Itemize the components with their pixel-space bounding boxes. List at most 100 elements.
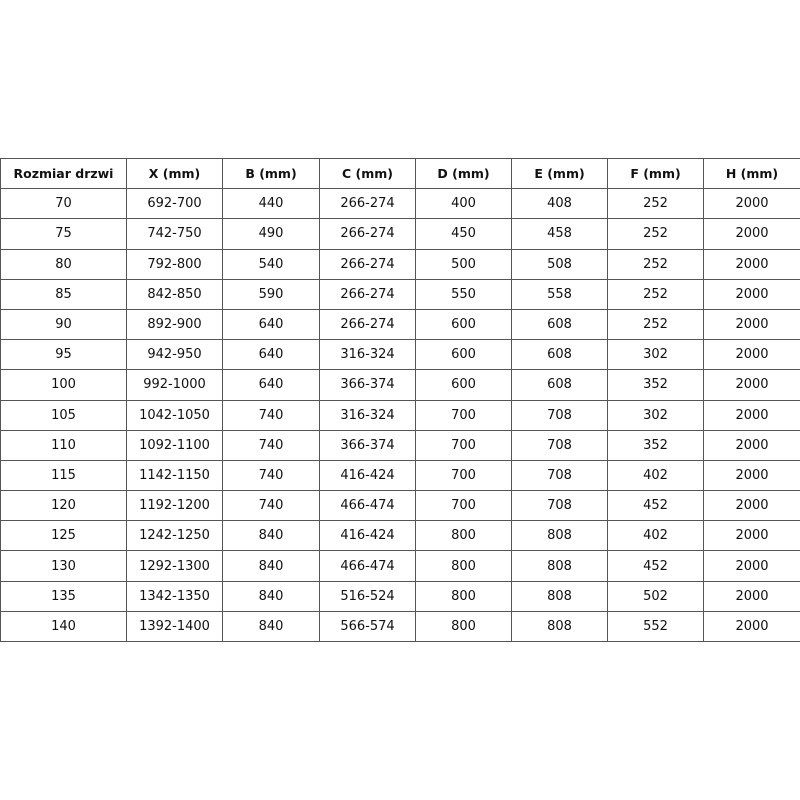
- table-row: 130 1292-1300 840 466-474 800 808 452 2000: [0, 550, 800, 582]
- column-header: E (mm): [511, 157, 608, 190]
- table-row: 110 1092-1100 740 366-374 700 708 352 2000: [0, 429, 800, 461]
- table-cell: 1192-1200: [126, 490, 223, 522]
- column-header: D (mm): [415, 157, 512, 190]
- table-cell: 700: [415, 459, 512, 492]
- table-cell: 266-274: [319, 278, 416, 310]
- table-cell: 840: [222, 520, 320, 552]
- table-cell: 466-474: [319, 490, 416, 522]
- table-cell: 842-850: [126, 278, 223, 310]
- table-cell: 100: [0, 369, 127, 401]
- table-cell: 608: [511, 308, 608, 341]
- table-cell: 452: [607, 550, 704, 582]
- table-cell: 800: [415, 550, 512, 582]
- table-cell: 2000: [703, 308, 800, 341]
- table-cell: 490: [222, 218, 320, 250]
- table-cell: 266-274: [319, 188, 416, 220]
- table-cell: 500: [415, 248, 512, 280]
- table-cell: 992-1000: [126, 369, 223, 401]
- table-row: 105 1042-1050 740 316-324 700 708 302 2000: [0, 399, 800, 431]
- table-cell: 402: [607, 520, 704, 552]
- table-cell: 600: [415, 369, 512, 401]
- table-cell: 1092-1100: [126, 429, 223, 461]
- table-cell: 1142-1150: [126, 459, 223, 492]
- table-cell: 110: [0, 429, 127, 461]
- column-header: C (mm): [319, 157, 416, 190]
- table-cell: 2000: [703, 490, 800, 522]
- table-cell: 266-274: [319, 218, 416, 250]
- table-cell: 366-374: [319, 429, 416, 461]
- table-cell: 942-950: [126, 339, 223, 371]
- table-row: 95 942-950 640 316-324 600 608 302 2000: [0, 339, 800, 371]
- table-cell: 105: [0, 399, 127, 431]
- table-cell: 2000: [703, 580, 800, 612]
- table-cell: 700: [415, 429, 512, 461]
- table-cell: 708: [511, 490, 608, 522]
- table-cell: 740: [222, 459, 320, 492]
- table-cell: 95: [0, 339, 127, 371]
- column-header: B (mm): [222, 157, 320, 190]
- table-cell: 2000: [703, 550, 800, 582]
- table-cell: 840: [222, 550, 320, 582]
- table-cell: 800: [415, 580, 512, 612]
- table-cell: 140: [0, 610, 127, 643]
- table-cell: 2000: [703, 188, 800, 220]
- table-cell: 708: [511, 459, 608, 492]
- table-cell: 416-424: [319, 520, 416, 552]
- table-cell: 640: [222, 369, 320, 401]
- table-cell: 558: [511, 278, 608, 310]
- table-cell: 808: [511, 550, 608, 582]
- table-cell: 452: [607, 490, 704, 522]
- table-cell: 640: [222, 339, 320, 371]
- table-row: 135 1342-1350 840 516-524 800 808 502 2000: [0, 580, 800, 612]
- table-cell: 808: [511, 580, 608, 612]
- table-cell: 600: [415, 308, 512, 341]
- table-cell: 252: [607, 248, 704, 280]
- table-cell: 352: [607, 369, 704, 401]
- table-cell: 550: [415, 278, 512, 310]
- table-cell: 450: [415, 218, 512, 250]
- table-cell: 440: [222, 188, 320, 220]
- table-cell: 840: [222, 610, 320, 643]
- table-cell: 266-274: [319, 308, 416, 341]
- table-cell: 90: [0, 308, 127, 341]
- table-cell: 302: [607, 339, 704, 371]
- table-cell: 366-374: [319, 369, 416, 401]
- table-cell: 2000: [703, 399, 800, 431]
- table-row: 120 1192-1200 740 466-474 700 708 452 2000: [0, 490, 800, 522]
- table-cell: 402: [607, 459, 704, 492]
- table-cell: 700: [415, 490, 512, 522]
- table-cell: 416-424: [319, 459, 416, 492]
- table-cell: 800: [415, 610, 512, 643]
- table-cell: 252: [607, 308, 704, 341]
- table-cell: 708: [511, 399, 608, 431]
- table-cell: 600: [415, 339, 512, 371]
- table-cell: 266-274: [319, 248, 416, 280]
- table-cell: 466-474: [319, 550, 416, 582]
- table-cell: 2000: [703, 339, 800, 371]
- table-cell: 740: [222, 429, 320, 461]
- table-cell: 540: [222, 248, 320, 280]
- table-cell: 892-900: [126, 308, 223, 341]
- table-cell: 302: [607, 399, 704, 431]
- table-cell: 2000: [703, 610, 800, 643]
- table-cell: 1392-1400: [126, 610, 223, 643]
- table-cell: 792-800: [126, 248, 223, 280]
- column-header: Rozmiar drzwi: [0, 157, 127, 190]
- table-row: 90 892-900 640 266-274 600 608 252 2000: [0, 308, 800, 341]
- table-cell: 800: [415, 520, 512, 552]
- table-cell: 1042-1050: [126, 399, 223, 431]
- table-cell: 700: [415, 399, 512, 431]
- table-row: 70 692-700 440 266-274 400 408 252 2000: [0, 188, 800, 220]
- table-cell: 552: [607, 610, 704, 643]
- table-cell: 458: [511, 218, 608, 250]
- table-cell: 70: [0, 188, 127, 220]
- table-cell: 316-324: [319, 399, 416, 431]
- door-size-table: Rozmiar drzwi X (mm) B (mm) C (mm) D (mm) E (…: [0, 157, 800, 643]
- table-cell: 252: [607, 278, 704, 310]
- table-cell: 2000: [703, 459, 800, 492]
- table-cell: 808: [511, 610, 608, 643]
- table-cell: 120: [0, 490, 127, 522]
- table-cell: 608: [511, 339, 608, 371]
- column-header: F (mm): [607, 157, 704, 190]
- table-cell: 740: [222, 490, 320, 522]
